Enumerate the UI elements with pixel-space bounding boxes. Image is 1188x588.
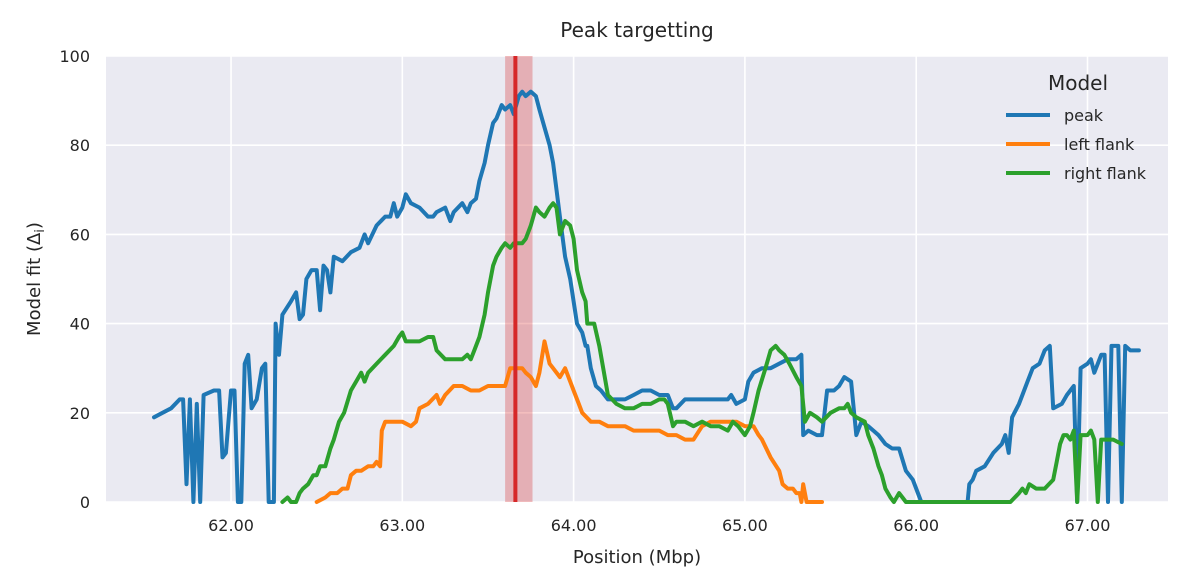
series-line-peak [152,89,1141,504]
y-tick-label: 60 [70,225,90,244]
peak-highlight [505,56,533,502]
x-tick-label: 67.00 [1065,516,1111,535]
y-axis-label-main: Model fit (Δ [24,232,45,336]
legend-label-right-flank: right flank [1064,164,1147,183]
x-tick-label: 64.00 [551,516,597,535]
plot-area [106,56,1168,502]
y-axis-label-close: ) [24,222,45,229]
y-axis-label: Model fit (Δi) [24,222,48,336]
y-tick-labels: 0 20 40 60 80 100 [59,47,90,512]
y-tick-label: 100 [59,47,90,66]
x-tick-label: 62.00 [208,516,254,535]
x-tick-label: 66.00 [893,516,939,535]
series-line-right-flank [280,201,1124,504]
chart-title: Peak targetting [560,18,713,42]
legend-label-peak: peak [1064,106,1104,125]
y-tick-label: 0 [80,493,90,512]
x-tick-label: 63.00 [379,516,425,535]
y-tick-label: 40 [70,315,90,334]
series-lines [152,56,1141,504]
legend-title: Model [1048,71,1108,95]
highlight-band [505,56,533,502]
y-axis-label-sub: i [33,229,48,233]
x-axis-label: Position (Mbp) [573,547,701,568]
legend-label-left-flank: left flank [1064,135,1135,154]
legend: Model peak left flank right flank [1006,71,1147,183]
x-tick-label: 65.00 [722,516,768,535]
y-tick-label: 20 [70,404,90,423]
y-tick-label: 80 [70,136,90,155]
x-tick-labels: 62.00 63.00 64.00 65.00 66.00 67.00 [208,516,1110,535]
